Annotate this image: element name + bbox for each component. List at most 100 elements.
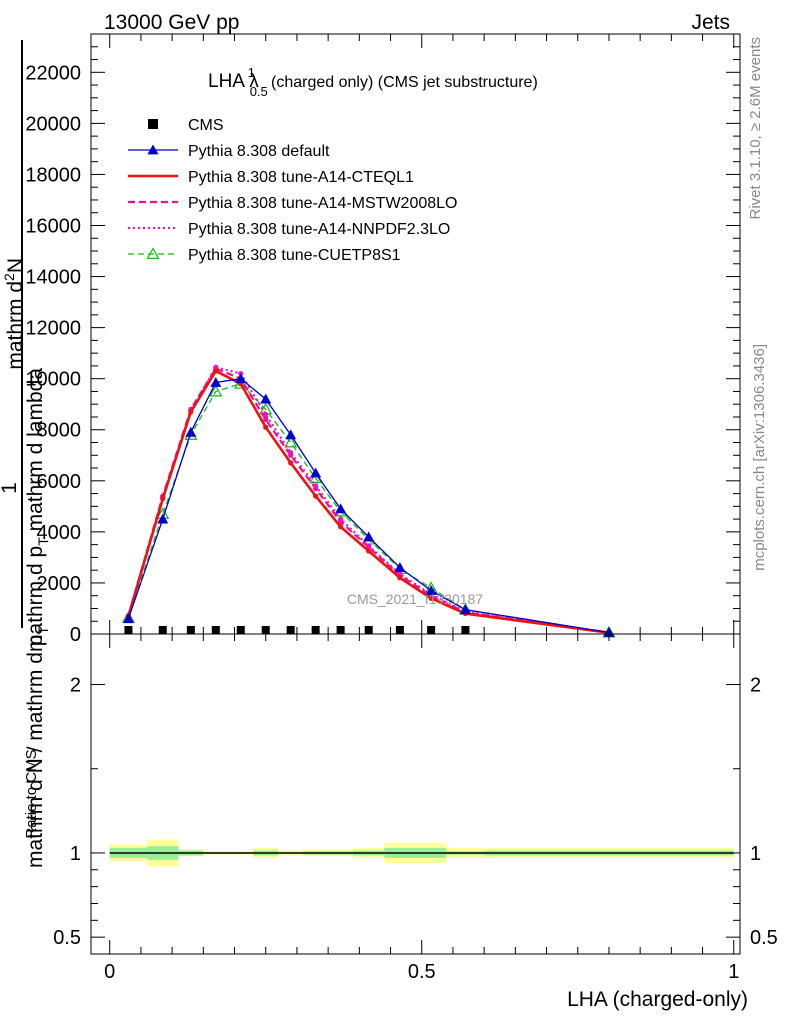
y-tick-label: 4000 (37, 522, 82, 544)
title-main: LHA λ (208, 71, 259, 92)
y-tick-label: 12000 (25, 318, 81, 340)
cuetp8s1-marker (209, 384, 223, 397)
default-marker (363, 531, 375, 542)
ratio-y-tick-label: 0.5 (53, 927, 81, 949)
series-marker (313, 483, 319, 489)
cms-data-point (186, 626, 195, 634)
legend-label: Pythia 8.308 tune-A14-CTEQL1 (188, 169, 414, 186)
plot-title: LHA λ0.5 1 (charged only) (CMS jet substru… (208, 65, 538, 99)
y-tick-label: 6000 (37, 471, 82, 493)
main-y-ticks: 2000 4000 6000 8000 10000 12000 14000 16000 1800… (25, 34, 740, 646)
cms-data-point (461, 626, 470, 634)
cms-data-point (148, 119, 158, 129)
title-sup: 1 (248, 65, 255, 80)
main-series (121, 364, 616, 638)
y-tick-label: 20000 (25, 113, 81, 135)
ratio-y-label: Ratio to CMS (23, 749, 40, 838)
legend-label: CMS (188, 117, 224, 134)
series-marker (338, 516, 344, 522)
x-tick-label: 0 (104, 961, 115, 983)
legend-label: Pythia 8.308 tune-CUETP8S1 (188, 247, 401, 264)
default-marker (310, 467, 322, 478)
default-marker (147, 144, 159, 155)
cms-data-point (211, 626, 220, 634)
series-marker (313, 493, 319, 499)
default-marker (185, 426, 197, 437)
y-tick-label: 22000 (25, 62, 81, 84)
main-panel: 2000 4000 6000 8000 10000 12000 14000 16000 1800… (0, 33, 741, 868)
default-marker (157, 513, 169, 524)
ylabel-line3: mathrm d N / mathrm d pT (24, 626, 51, 868)
cms-data-point (286, 626, 295, 634)
ratio-panel: 0.5 0.5 1 1 2 2 0 0.5 1 Ratio to CMS LHA (charge… (23, 633, 778, 1011)
series-marker (397, 575, 403, 581)
ylabel-line1: mathrm d2N (1, 258, 27, 370)
y-tick-label: 8000 (37, 420, 82, 442)
cuetp8s1-marker (284, 435, 298, 448)
series-marker (428, 595, 434, 601)
series-marker (263, 416, 269, 423)
cuetp8s1-marker (146, 247, 160, 259)
default-marker (260, 393, 272, 404)
series-marker (366, 548, 372, 554)
default-marker (235, 373, 247, 384)
cms-data-point (124, 626, 133, 634)
ylabel-line2: mathrm d pT mathrm d lambda (24, 368, 51, 652)
series-marker (288, 450, 294, 456)
cms-data-point (311, 626, 320, 634)
title-rest: (charged only) (CMS jet substructure) (271, 74, 538, 91)
x-tick-label: 1 (728, 961, 739, 983)
ratio-y-tick-label-right: 1 (750, 843, 761, 865)
cms-data-point (261, 626, 270, 634)
title-sub: 0.5 (250, 84, 268, 99)
cms-data-point (236, 626, 245, 634)
ratio-frame (90, 633, 741, 955)
default-marker (122, 613, 134, 624)
cms-data-point (336, 626, 345, 634)
cms-data-point (427, 626, 436, 634)
y-tick-label: 18000 (25, 164, 81, 186)
cms-data-point (395, 626, 404, 634)
series-marker (263, 424, 269, 430)
cms-data-point (364, 626, 373, 634)
series-line (127, 367, 610, 634)
legend-label: Pythia 8.308 default (188, 143, 330, 160)
x-tick-label: 0.5 (408, 961, 436, 983)
ratio-ticks: 0.5 0.5 1 1 2 2 0 0.5 1 (53, 634, 778, 983)
legend-label: Pythia 8.308 tune-A14-MSTW2008LO (188, 195, 457, 212)
default-marker (394, 562, 406, 573)
series-marker (288, 460, 294, 466)
series-marker (263, 411, 269, 418)
header-right: Jets (691, 11, 730, 34)
ylabel-one: 1 (0, 482, 21, 494)
watermark: CMS_2021_I1920187 (347, 591, 483, 607)
series-marker (213, 364, 219, 370)
series-line (127, 383, 610, 634)
y-tick-label: 10000 (25, 369, 81, 391)
header-left: 13000 GeV pp (104, 11, 239, 34)
series-line (127, 378, 610, 634)
ratio-y-tick-label: 1 (70, 843, 81, 865)
rivet-label: Rivet 3.1.10, ≥ 2.6M events (747, 37, 764, 220)
series-marker (366, 543, 372, 549)
main-y-label: mathrm d2N mathrm d pT mathrm d lambda 1… (0, 40, 51, 868)
x-axis-label: LHA (charged-only) (567, 988, 748, 1011)
default-marker (335, 503, 347, 514)
y-tick-label: 16000 (25, 215, 81, 237)
default-marker (425, 585, 437, 595)
series-marker (338, 524, 344, 530)
ratio-y-tick-label-right: 2 (750, 675, 761, 697)
y-tick-label: 0 (70, 624, 81, 646)
ratio-y-tick-label-right: 0.5 (750, 927, 778, 949)
series-marker (213, 368, 219, 374)
series-marker (160, 496, 166, 502)
legend: CMS Pythia 8.308 default Pythia 8.308 tune… (128, 117, 457, 264)
default-marker (285, 429, 297, 440)
series-marker (188, 409, 194, 415)
y-tick-label: 14000 (25, 267, 81, 289)
y-tick-label: 2000 (37, 573, 82, 595)
cms-data-point (158, 626, 167, 634)
ratio-y-tick-label: 2 (70, 675, 81, 697)
default-marker (459, 604, 471, 615)
